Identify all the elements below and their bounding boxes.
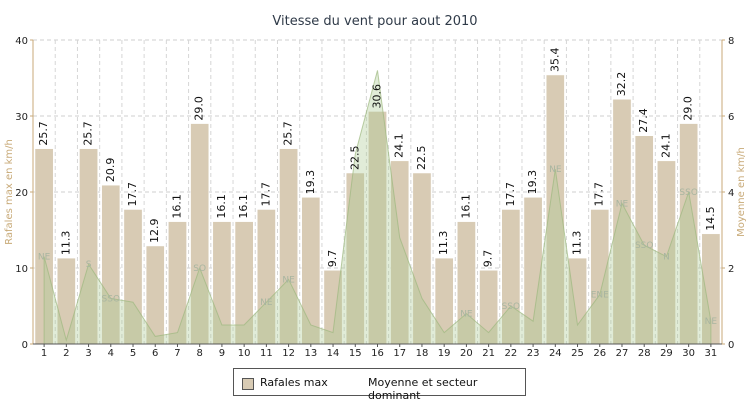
x-tick-label: 25 — [571, 348, 584, 359]
x-tick-label: 26 — [593, 348, 606, 359]
bar-value-label: 9.7 — [482, 250, 495, 268]
y-tick-label: 30 — [15, 112, 28, 123]
bar-value-label: 20.9 — [104, 158, 117, 183]
y-tick-label: 20 — [15, 188, 28, 199]
x-tick-label: 5 — [130, 348, 136, 359]
sector-label: NE — [38, 253, 51, 263]
x-tick-label: 30 — [682, 348, 695, 359]
bar-value-label: 11.3 — [59, 231, 72, 256]
x-tick-label: 14 — [327, 348, 340, 359]
bar-value-label: 17.7 — [504, 182, 517, 207]
bar-value-label: 16.1 — [237, 194, 250, 218]
y2-tick-label: 0 — [728, 340, 734, 351]
bar-value-label: 16.1 — [215, 194, 228, 219]
bar-value-label: 14.5 — [704, 206, 717, 231]
y-tick-label: 40 — [15, 36, 28, 47]
bar-value-label: 24.1 — [659, 133, 672, 158]
x-tick-label: 18 — [416, 348, 429, 359]
bar-value-label: 24.1 — [393, 133, 406, 158]
area-moyenne — [43, 70, 712, 345]
sector-label: SSO — [679, 188, 698, 198]
x-tick-label: 6 — [152, 348, 158, 359]
x-tick-label: 2 — [63, 348, 69, 359]
legend: Rafales max Moyenne et secteur dominant — [233, 368, 526, 402]
sector-label: NE — [549, 165, 562, 175]
legend-label-moyenne: Moyenne et secteur dominant — [368, 376, 478, 402]
x-tick-label: 21 — [482, 348, 495, 359]
x-tick-label: 13 — [304, 348, 317, 359]
y-tick-label: 10 — [15, 264, 28, 275]
legend-label-rafales: Rafales max — [260, 376, 328, 389]
sector-label: SSO — [102, 294, 121, 304]
bar-value-label: 25.7 — [282, 121, 295, 146]
bar-value-label: 22.5 — [415, 146, 428, 171]
x-tick-label: 15 — [349, 348, 362, 359]
x-tick-label: 3 — [85, 348, 91, 359]
sector-label: ENE — [591, 291, 609, 301]
sector-label: NE — [616, 199, 629, 209]
x-tick-label: 20 — [460, 348, 473, 359]
x-tick-label: 29 — [660, 348, 673, 359]
bar-value-label: 25.7 — [37, 121, 50, 146]
y-tick-label: 0 — [22, 340, 28, 351]
sector-label: SSO — [635, 241, 654, 251]
y2-tick-label: 6 — [728, 112, 734, 123]
bar-value-label: 17.7 — [126, 182, 139, 207]
bar-value-label: 16.1 — [170, 194, 183, 219]
sector-label: NE — [705, 317, 718, 327]
x-tick-label: 12 — [282, 348, 295, 359]
x-tick-label: 9 — [219, 348, 225, 359]
bar-value-label: 32.2 — [615, 72, 628, 97]
x-tick-label: 16 — [371, 348, 384, 359]
x-tick-label: 23 — [527, 348, 540, 359]
bar-value-label: 9.7 — [326, 250, 339, 268]
x-tick-label: 24 — [549, 348, 562, 359]
y2-axis-title: Moyenne en km/h — [736, 147, 747, 237]
bar-value-label: 19.3 — [526, 170, 539, 195]
sector-label: NE — [282, 275, 295, 285]
y2-tick-label: 4 — [728, 188, 734, 199]
x-tick-label: 8 — [197, 348, 203, 359]
bar-value-label: 16.1 — [459, 194, 472, 219]
x-tick-label: 22 — [504, 348, 517, 359]
sector-label: S — [86, 260, 92, 270]
sector-label: SSO — [502, 302, 521, 312]
x-tick-label: 19 — [438, 348, 451, 359]
x-tick-label: 28 — [638, 348, 651, 359]
sector-label: NE — [260, 298, 273, 308]
bar-value-label: 25.7 — [82, 121, 95, 146]
bar-value-label: 19.3 — [304, 170, 317, 195]
x-tick-label: 4 — [108, 348, 114, 359]
bar-value-label: 17.7 — [593, 182, 606, 207]
y2-tick-label: 2 — [728, 264, 734, 275]
x-tick-label: 7 — [174, 348, 180, 359]
bar-value-label: 29.0 — [193, 96, 206, 121]
bar-value-label: 17.7 — [259, 182, 272, 207]
sector-label: NE — [460, 310, 473, 320]
bar-value-label: 11.3 — [437, 231, 450, 256]
bar-value-label: 29.0 — [682, 96, 695, 121]
sector-label: N — [663, 253, 670, 263]
x-tick-label: 31 — [705, 348, 718, 359]
chart-title: Vitesse du vent pour aout 2010 — [272, 14, 478, 29]
y2-tick-label: 8 — [728, 36, 734, 47]
bar-value-label: 22.5 — [348, 146, 361, 171]
bar-value-label: 11.3 — [571, 231, 584, 256]
x-tick-label: 11 — [260, 348, 273, 359]
bar-value-label: 35.4 — [548, 47, 561, 72]
legend-swatch-rafales — [242, 378, 254, 390]
bar-value-label: 12.9 — [148, 218, 161, 243]
x-tick-label: 10 — [238, 348, 251, 359]
bar-value-label: 27.4 — [637, 108, 650, 133]
sector-label: SO — [193, 264, 206, 274]
y-axis-title: Rafales max en km/h — [4, 139, 15, 245]
x-tick-label: 27 — [616, 348, 629, 359]
x-tick-label: 17 — [393, 348, 406, 359]
bar-value-label: 30.6 — [371, 84, 384, 109]
x-tick-label: 1 — [41, 348, 47, 359]
